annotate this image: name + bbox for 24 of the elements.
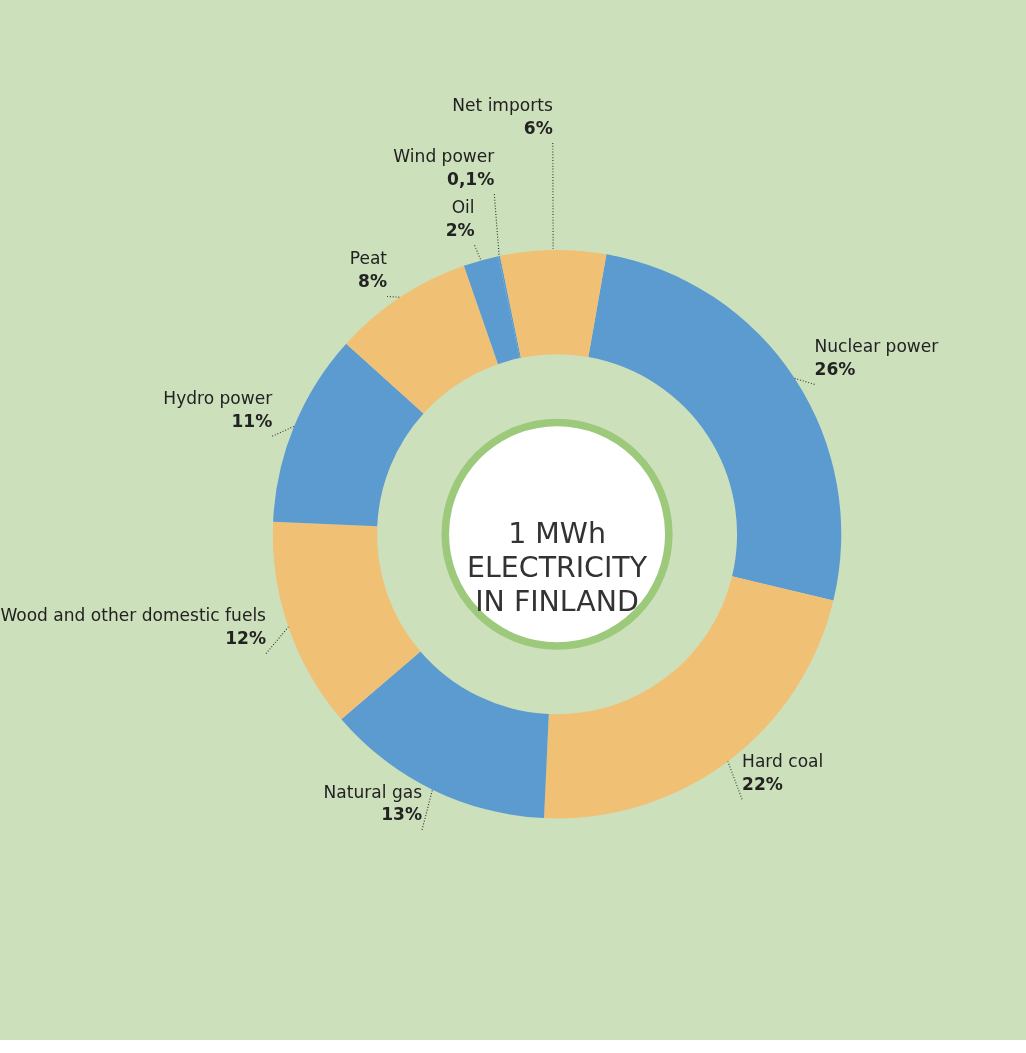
- data-label: 12%: [225, 628, 266, 649]
- donut-slice: [346, 265, 499, 414]
- donut-slice: [273, 521, 421, 720]
- data-label: 26%: [814, 358, 856, 379]
- donut-slice: [273, 343, 424, 527]
- slice-label: Oil: [451, 197, 475, 218]
- slice-label: Wood and other domestic fuels: [0, 605, 267, 626]
- slice-label: Peat: [349, 248, 388, 269]
- slice-label: Wind power: [393, 145, 496, 166]
- slice-label: Hydro power: [163, 388, 274, 409]
- slice-label: Nuclear power: [814, 336, 940, 357]
- data-label: 22%: [742, 773, 783, 794]
- data-label: 8%: [358, 270, 388, 291]
- slice-label: Hard coal: [742, 751, 824, 772]
- donut-slice: [463, 256, 520, 365]
- slice-label: Natural gas: [323, 781, 423, 802]
- data-label: 6%: [523, 117, 553, 138]
- donut-slice: [500, 250, 607, 358]
- data-label: 13%: [381, 804, 423, 825]
- data-label: 11%: [231, 410, 273, 431]
- text: 1 MWh ELECTRICITY IN FINLAND: [467, 516, 648, 618]
- data-label: 2%: [445, 219, 475, 240]
- slice-label: Net imports: [452, 94, 553, 115]
- data-label: 0,1%: [447, 168, 495, 189]
